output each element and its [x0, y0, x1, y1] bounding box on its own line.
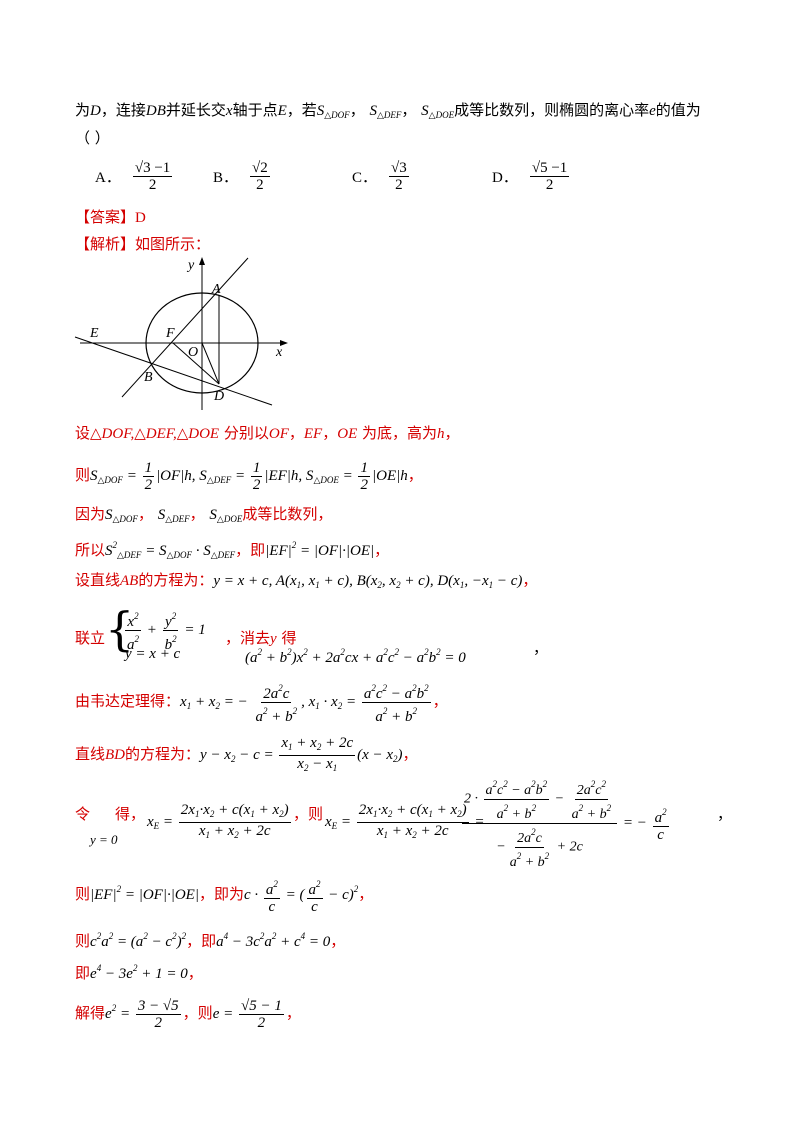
label-e: E [89, 326, 99, 341]
step-5: 设直线AB的方程为：y = x + c, A(x1, x1 + c), B(x2… [75, 571, 538, 590]
step-3: 因为S△DOF， S△DEF， S△DOE成等比数列， [75, 505, 333, 524]
label-o: O [188, 345, 198, 360]
option-d: D． √5 −1 2 [492, 160, 570, 193]
label-d: D [213, 389, 224, 404]
step-1: 设△DOF,△DEF,△DOE 分别以OF，EF，OE 为底，高为h， [75, 424, 460, 442]
step-7: 由韦达定理得：x1 + x2 = − 2a2c a2 + b2, x1 · x2 … [75, 680, 448, 725]
answer-paren: （ ） [75, 129, 110, 147]
label-b: B [144, 370, 153, 385]
analysis-intro: 【解析】如图所示： [75, 235, 211, 253]
label-y: y [186, 258, 195, 273]
step-10: 则|EF|2 = |OF|·|OE|，即为c · a2 c = (a2 c − c)… [75, 876, 373, 915]
step-13: 解得e2 = 3 − √5 2 ，则e = √5 − 1 2， [75, 998, 301, 1032]
step-11: 则c2a2 = (a2 − c2)2，即a4 − 3c2a2 + c4 = 0， [75, 931, 346, 950]
step-12: 即e4 − 3e2 + 1 = 0， [75, 963, 203, 982]
label-a: A [211, 282, 221, 297]
step-4: 所以S2△DEF = S△DOF · S△DEF，即|EF|2 = |OF|·|… [75, 540, 390, 560]
label-f: F [165, 326, 175, 341]
step-2: 则S△DOF = 1 2 |OF|h, S△DEF = 1 2 |EF|h, S△DOE… [75, 460, 423, 493]
step-8: 直线BD的方程为：y − x2 − c = x1 + x2 + 2c x2 − x… [75, 735, 418, 773]
problem-line-1: 为D，连接DB并延长交x轴于点E，若S△DOF， S△DEF， S△DOE成等比… [75, 101, 701, 120]
ellipse-figure: y x A F O E B D [74, 257, 288, 410]
option-c: C． √3 2 [352, 160, 409, 193]
option-b: B． √2 2 [213, 160, 270, 193]
answer-line: 【答案】D [75, 208, 146, 226]
label-x: x [275, 345, 283, 360]
option-a: A． √3 −1 2 [95, 160, 173, 193]
